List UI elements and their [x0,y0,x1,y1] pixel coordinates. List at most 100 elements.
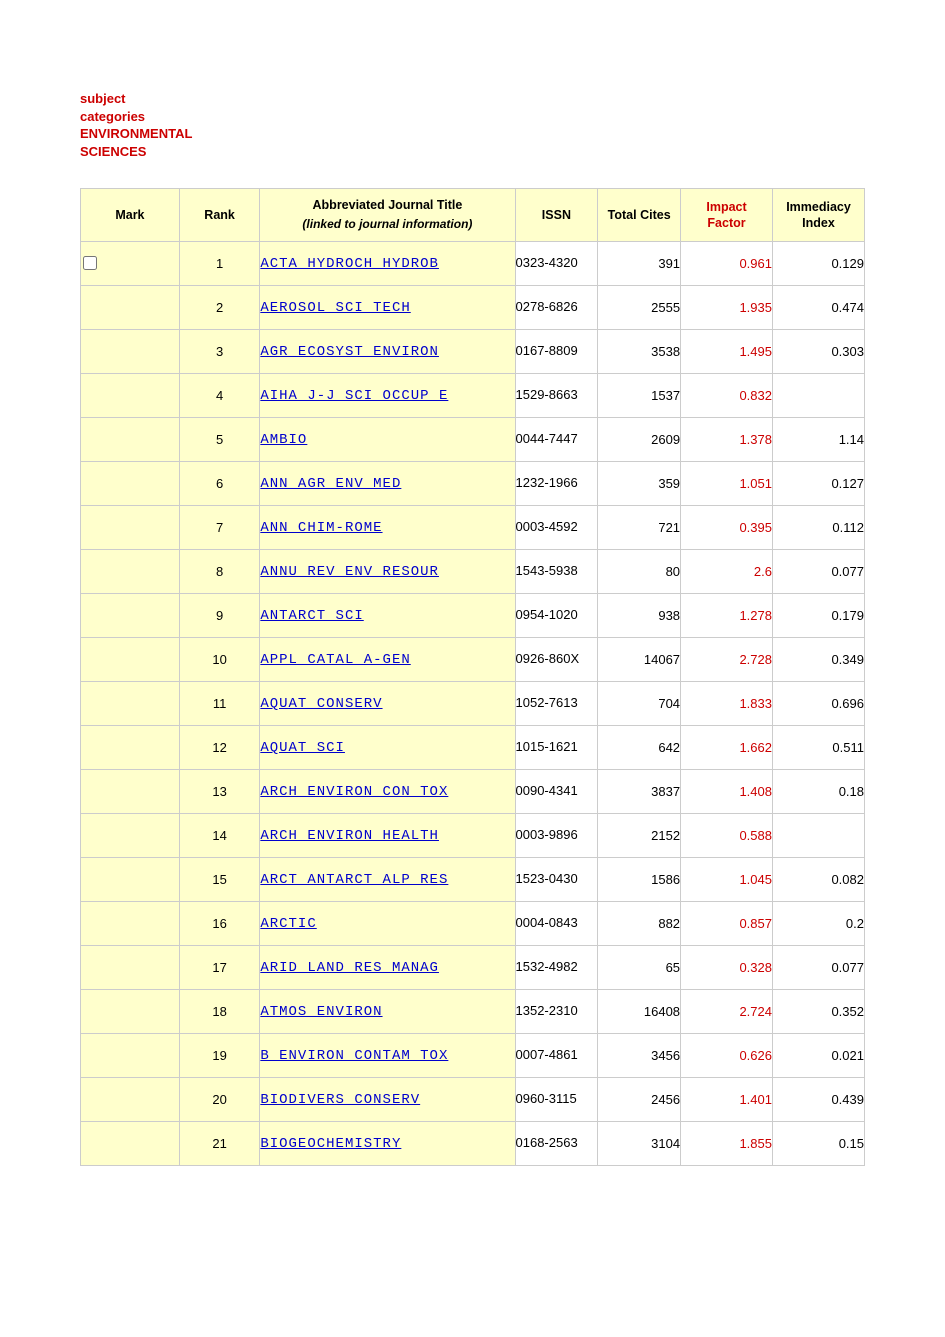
journal-link[interactable]: AIHA J-J SCI OCCUP E [260,388,448,404]
immediacy-cell: 0.474 [773,286,865,330]
title-cell: B ENVIRON CONTAM TOX [260,1034,515,1078]
journal-link[interactable]: ATMOS ENVIRON [260,1004,382,1020]
journal-link[interactable]: ANNU REV ENV RESOUR [260,564,439,580]
journal-link[interactable]: ARCH ENVIRON HEALTH [260,828,439,844]
immediacy-cell: 0.352 [773,990,865,1034]
mark-cell [81,506,180,550]
mark-cell [81,946,180,990]
table-row: 18ATMOS ENVIRON1352-2310164082.7240.352 [81,990,865,1034]
issn-cell: 1523-0430 [515,858,598,902]
immediacy-cell: 1.14 [773,418,865,462]
immediacy-cell: 0.15 [773,1122,865,1166]
immediacy-cell: 0.2 [773,902,865,946]
journal-link[interactable]: ANN CHIM-ROME [260,520,382,536]
impact-cell: 0.961 [681,242,773,286]
issn-cell: 0003-4592 [515,506,598,550]
journal-link[interactable]: AEROSOL SCI TECH [260,300,410,316]
col-cites: Total Cites [598,189,681,242]
rank-cell: 3 [179,330,259,374]
subject-label: subject categories [80,91,145,124]
journal-link[interactable]: AQUAT SCI [260,740,345,756]
col-mark: Mark [81,189,180,242]
table-row: 11AQUAT CONSERV1052-76137041.8330.696 [81,682,865,726]
col-immediacy: Immediacy Index [773,189,865,242]
title-cell: AMBIO [260,418,515,462]
cites-cell: 3104 [598,1122,681,1166]
cites-cell: 359 [598,462,681,506]
table-row: 16ARCTIC0004-08438820.8570.2 [81,902,865,946]
table-row: 19B ENVIRON CONTAM TOX0007-486134560.626… [81,1034,865,1078]
col-title-sub: (linked to journal information) [266,217,508,233]
journal-link[interactable]: ARID LAND RES MANAG [260,960,439,976]
table-row: 1ACTA HYDROCH HYDROB0323-43203910.9610.1… [81,242,865,286]
issn-cell: 1232-1966 [515,462,598,506]
issn-cell: 0090-4341 [515,770,598,814]
rank-cell: 4 [179,374,259,418]
cites-cell: 2456 [598,1078,681,1122]
cites-cell: 938 [598,594,681,638]
mark-cell [81,330,180,374]
mark-cell [81,682,180,726]
cites-cell: 14067 [598,638,681,682]
journal-link[interactable]: ARCH ENVIRON CON TOX [260,784,448,800]
mark-checkbox[interactable] [83,256,97,270]
cites-cell: 642 [598,726,681,770]
cites-cell: 3538 [598,330,681,374]
title-cell: ARCT ANTARCT ALP RES [260,858,515,902]
journal-link[interactable]: ACTA HYDROCH HYDROB [260,256,439,272]
mark-cell [81,990,180,1034]
mark-cell [81,1122,180,1166]
col-imm-label2: Index [802,216,835,230]
journal-link[interactable]: BIOGEOCHEMISTRY [260,1136,401,1152]
journal-link[interactable]: BIODIVERS CONSERV [260,1092,420,1108]
immediacy-cell: 0.349 [773,638,865,682]
immediacy-cell: 0.511 [773,726,865,770]
cites-cell: 704 [598,682,681,726]
issn-cell: 0960-3115 [515,1078,598,1122]
impact-cell: 0.626 [681,1034,773,1078]
table-row: 8ANNU REV ENV RESOUR1543-5938802.60.077 [81,550,865,594]
impact-cell: 2.6 [681,550,773,594]
cites-cell: 65 [598,946,681,990]
immediacy-cell: 0.127 [773,462,865,506]
immediacy-cell: 0.077 [773,550,865,594]
journal-link[interactable]: AQUAT CONSERV [260,696,382,712]
rank-cell: 13 [179,770,259,814]
journal-link[interactable]: AMBIO [260,432,307,448]
table-row: 7ANN CHIM-ROME0003-45927210.3950.112 [81,506,865,550]
journal-link[interactable]: ANTARCT SCI [260,608,363,624]
journal-link[interactable]: APPL CATAL A-GEN [260,652,410,668]
cites-cell: 2555 [598,286,681,330]
title-cell: AQUAT CONSERV [260,682,515,726]
table-row: 5AMBIO0044-744726091.3781.14 [81,418,865,462]
immediacy-cell: 0.129 [773,242,865,286]
table-row: 13ARCH ENVIRON CON TOX0090-434138371.408… [81,770,865,814]
cites-cell: 3456 [598,1034,681,1078]
impact-cell: 0.328 [681,946,773,990]
cites-cell: 391 [598,242,681,286]
rank-cell: 21 [179,1122,259,1166]
immediacy-cell: 0.303 [773,330,865,374]
journal-table: Mark Rank Abbreviated Journal Title (lin… [80,188,865,1166]
cites-cell: 721 [598,506,681,550]
rank-cell: 9 [179,594,259,638]
table-row: 14ARCH ENVIRON HEALTH0003-989621520.588 [81,814,865,858]
rank-cell: 5 [179,418,259,462]
journal-link[interactable]: AGR ECOSYST ENVIRON [260,344,439,360]
mark-cell [81,858,180,902]
title-cell: AGR ECOSYST ENVIRON [260,330,515,374]
table-row: 10APPL CATAL A-GEN0926-860X140672.7280.3… [81,638,865,682]
impact-cell: 1.662 [681,726,773,770]
journal-link[interactable]: ANN AGR ENV MED [260,476,401,492]
journal-link[interactable]: ARCTIC [260,916,316,932]
impact-cell: 0.395 [681,506,773,550]
rank-cell: 19 [179,1034,259,1078]
impact-cell: 1.935 [681,286,773,330]
rank-cell: 1 [179,242,259,286]
immediacy-cell: 0.082 [773,858,865,902]
journal-link[interactable]: B ENVIRON CONTAM TOX [260,1048,448,1064]
journal-link[interactable]: ARCT ANTARCT ALP RES [260,872,448,888]
cites-cell: 2152 [598,814,681,858]
title-cell: BIODIVERS CONSERV [260,1078,515,1122]
impact-cell: 1.378 [681,418,773,462]
